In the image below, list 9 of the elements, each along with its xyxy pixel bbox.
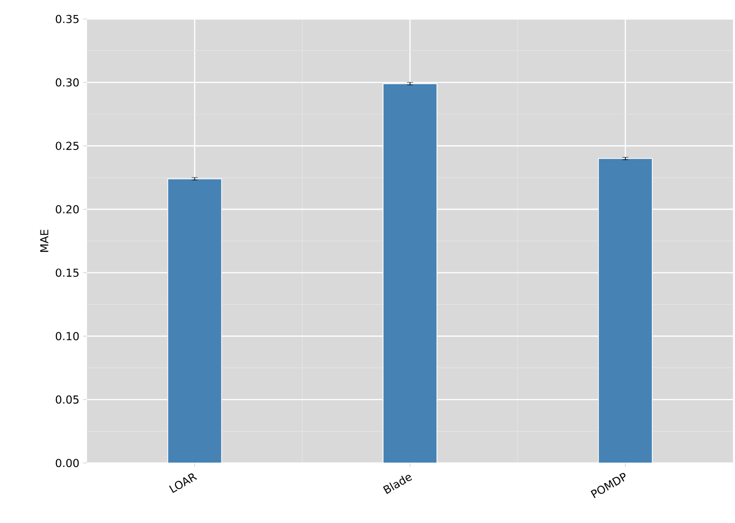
y-tick-label: 0.25 — [56, 142, 79, 150]
y-tick-label: 0.00 — [56, 458, 79, 468]
y-tick-label: 0.10 — [56, 332, 79, 340]
y-tick-label: 0.20 — [56, 205, 79, 214]
y-tick-label: 0.35 — [56, 14, 79, 24]
y-tick-label: 0.15 — [56, 268, 79, 277]
y-tick-label: 0.30 — [56, 78, 79, 87]
y-tick-label: 0.05 — [56, 395, 79, 404]
y-axis-title: MAE — [40, 230, 48, 252]
